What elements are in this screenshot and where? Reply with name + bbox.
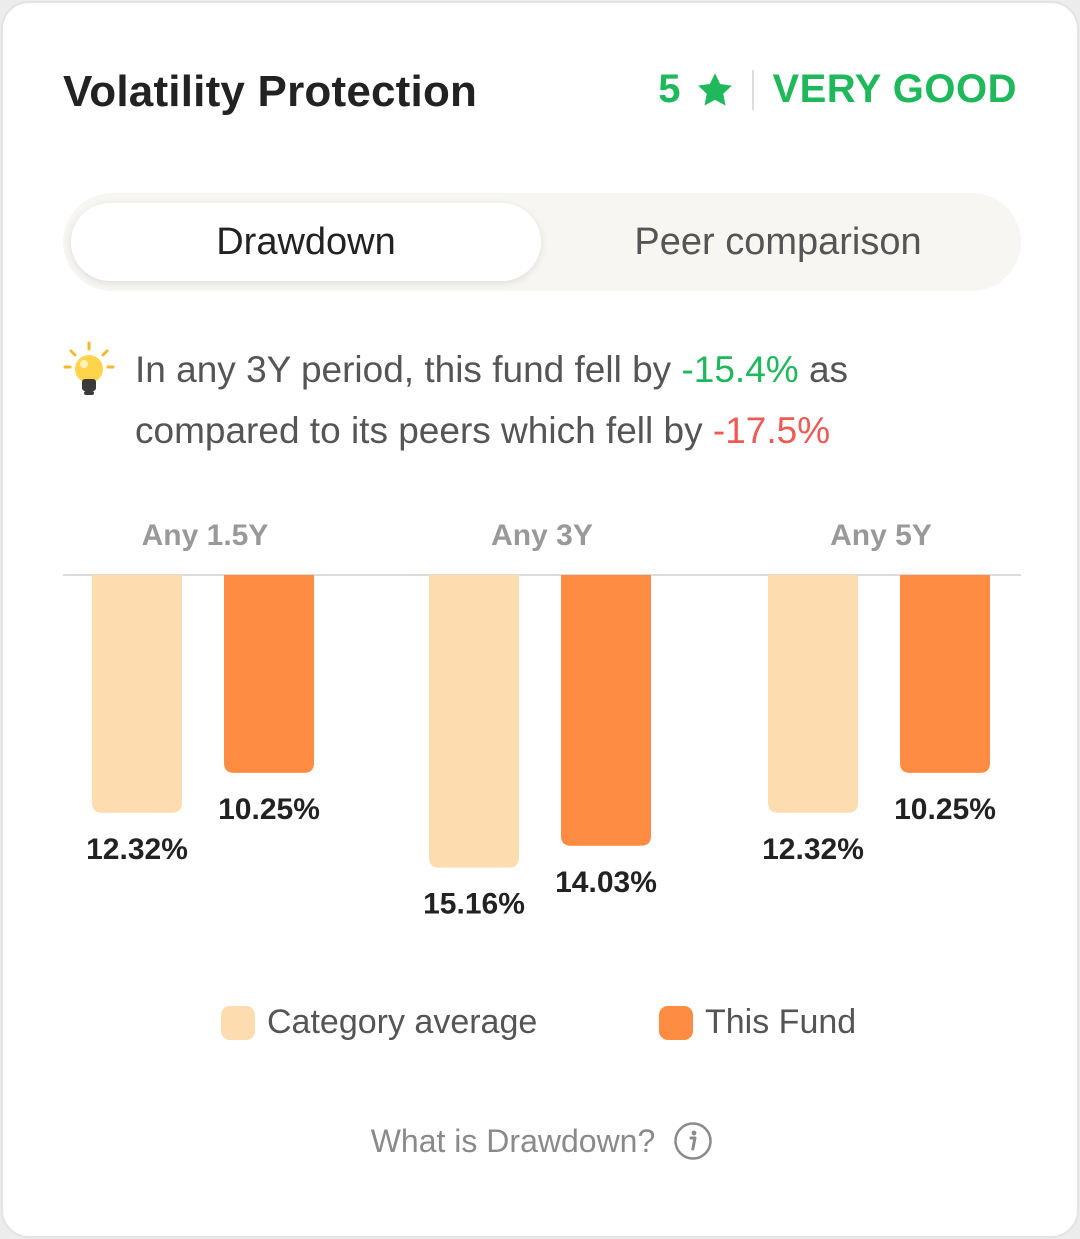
peer-drawdown-value: -17.5% — [712, 410, 831, 451]
tab-switcher: Drawdown Peer comparison — [63, 193, 1021, 291]
legend-label-category-average: Category average — [267, 1003, 538, 1041]
value-label-category-average: 12.32% — [762, 833, 864, 866]
legend-item-category-average: Category average — [221, 1003, 537, 1042]
value-label-category-average: 12.32% — [86, 833, 188, 866]
info-icon[interactable] — [673, 1121, 713, 1161]
chart-legend: Category average This Fund — [3, 1003, 1077, 1053]
bar-this-fund — [224, 575, 314, 773]
fund-drawdown-value: -15.4% — [681, 349, 799, 390]
bar-category-average — [92, 575, 182, 813]
tab-drawdown[interactable]: Drawdown — [71, 203, 541, 281]
category-label: Any 3Y — [491, 519, 593, 552]
tab-peer-comparison[interactable]: Peer comparison — [634, 220, 922, 263]
value-label-this-fund: 10.25% — [894, 793, 996, 826]
category-label: Any 5Y — [830, 519, 932, 552]
star-icon — [696, 72, 734, 108]
card-title: Volatility Protection — [63, 67, 478, 116]
bar-category-average — [768, 575, 858, 813]
rating-label: VERY GOOD — [772, 67, 1017, 111]
rating-divider — [752, 69, 755, 110]
what-is-drawdown-link[interactable]: What is Drawdown? — [3, 1121, 1077, 1161]
value-label-this-fund: 10.25% — [218, 793, 320, 826]
legend-swatch-category-average — [221, 1005, 255, 1040]
help-label: What is Drawdown? — [370, 1122, 656, 1159]
value-label-category-average: 15.16% — [423, 888, 525, 921]
bar-this-fund — [561, 575, 651, 846]
bar-category-average — [429, 575, 519, 868]
value-label-this-fund: 14.03% — [555, 866, 657, 899]
insight-text: In any 3Y period, this fund fell by -15.… — [135, 339, 1015, 461]
legend-label-this-fund: This Fund — [705, 1003, 857, 1041]
rating-value: 5 — [658, 67, 681, 111]
legend-item-this-fund: This Fund — [659, 1003, 856, 1042]
insight-part2: as compared to its peers which fell by — [135, 349, 849, 451]
legend-swatch-this-fund — [659, 1005, 693, 1040]
rating-summary: 5 VERY GOOD — [658, 67, 1017, 112]
bar-this-fund — [900, 575, 990, 773]
lightbulb-icon — [63, 341, 115, 397]
drawdown-bar-chart: Any 1.5Y 12.32% 10.25% Any 3Y 15.16% 14.03% An… — [63, 519, 1021, 921]
insight-part1: In any 3Y period, this fund fell by — [135, 349, 682, 390]
category-label: Any 1.5Y — [142, 519, 269, 552]
